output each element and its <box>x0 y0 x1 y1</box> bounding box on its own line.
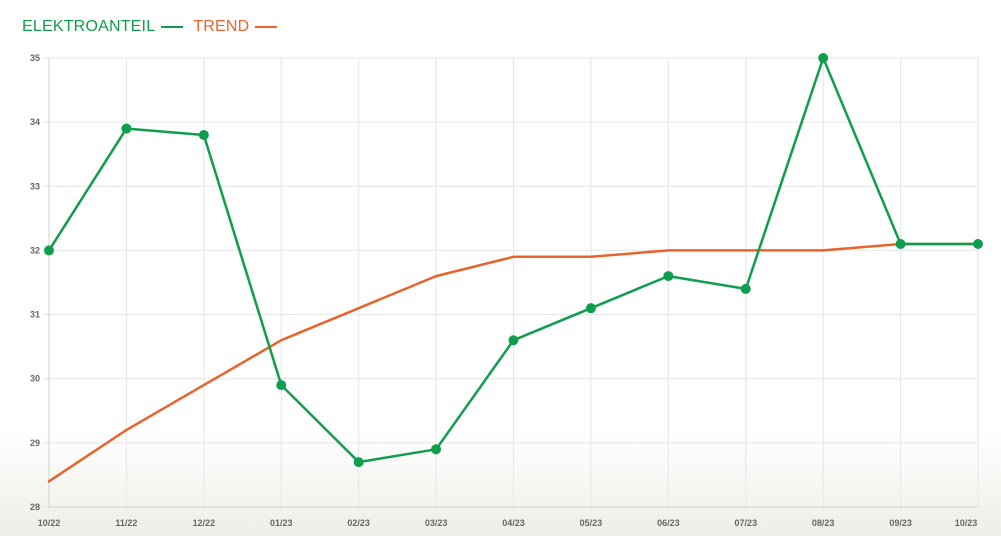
y-tick-label: 29 <box>30 438 40 448</box>
legend-label-trend: TREND <box>193 18 250 35</box>
chart-legend: ELEKTROANTEIL TREND <box>22 16 287 38</box>
data-point-elektroanteil <box>198 129 209 140</box>
data-point-elektroanteil <box>585 303 596 314</box>
x-tick-label: 02/23 <box>347 518 370 528</box>
data-point-elektroanteil <box>431 444 442 455</box>
data-point-elektroanteil <box>740 283 751 294</box>
x-tick-label: 04/23 <box>502 518 525 528</box>
y-tick-label: 30 <box>30 374 40 384</box>
data-point-elektroanteil <box>973 239 983 250</box>
legend-swatch-elektroanteil <box>161 26 184 28</box>
data-point-elektroanteil <box>818 53 829 63</box>
x-tick-label: 05/23 <box>580 518 603 528</box>
x-tick-label: 10/22 <box>38 518 61 528</box>
x-tick-label: 03/23 <box>425 518 448 528</box>
y-tick-label: 33 <box>30 181 40 191</box>
x-tick-label: 10/23 <box>955 518 978 528</box>
data-point-elektroanteil <box>508 335 519 346</box>
data-point-elektroanteil <box>663 271 674 282</box>
legend-label-elektroanteil: ELEKTROANTEIL <box>22 18 156 35</box>
x-tick-label: 01/23 <box>270 518 293 528</box>
x-tick-label: 09/23 <box>889 518 912 528</box>
x-tick-label: 07/23 <box>734 518 757 528</box>
legend-item-elektroanteil[interactable]: ELEKTROANTEIL <box>22 18 184 36</box>
y-tick-label: 35 <box>30 53 40 63</box>
series-line-trend <box>47 242 980 483</box>
x-tick-label: 06/23 <box>657 518 680 528</box>
data-point-elektroanteil <box>276 380 287 391</box>
y-tick-label: 34 <box>30 117 40 127</box>
data-point-elektroanteil <box>44 245 54 256</box>
data-point-elektroanteil <box>121 123 132 134</box>
x-tick-label: 12/22 <box>193 518 216 528</box>
y-tick-label: 31 <box>30 310 40 320</box>
legend-item-trend[interactable]: TREND <box>193 18 278 36</box>
x-tick-label: 08/23 <box>812 518 835 528</box>
chart-grid <box>43 57 979 512</box>
data-point-elektroanteil <box>895 239 906 250</box>
chart-series <box>44 53 983 483</box>
x-tick-label: 11/22 <box>115 518 137 528</box>
y-tick-label: 32 <box>30 245 40 255</box>
legend-swatch-trend <box>255 26 278 28</box>
data-point-elektroanteil <box>353 457 364 468</box>
chart-axes: 28 29 30 31 32 33 34 35 10/22 11/22 12/22 01/23 02/2… <box>30 53 978 528</box>
y-tick-label: 28 <box>30 502 40 512</box>
